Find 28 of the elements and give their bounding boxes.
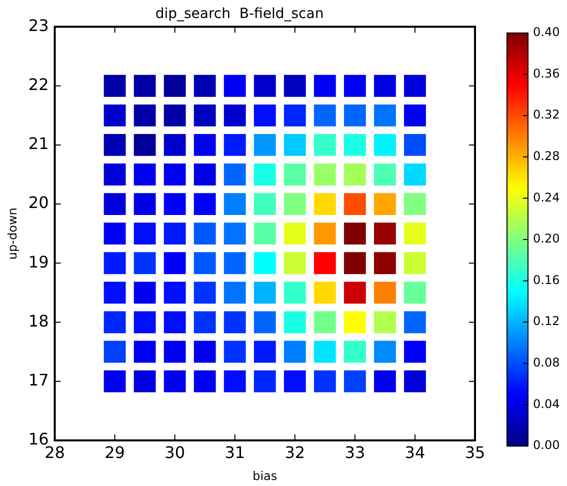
color-bar-label: 0.24 — [533, 190, 560, 204]
color-bar-label: 0.04 — [533, 396, 560, 411]
color-bar-label: 0.28 — [533, 149, 560, 164]
x-tick-label: 32 — [284, 443, 306, 462]
color-bar-label: 0.36 — [533, 66, 560, 80]
y-tick-label: 21 — [28, 134, 49, 154]
x-tick-label: 33 — [344, 443, 366, 462]
color-bar-label: 0.12 — [533, 314, 560, 328]
x-tick-label: 31 — [224, 443, 246, 462]
x-tick-label: 29 — [104, 443, 125, 462]
y-tick-label: 17 — [28, 370, 49, 390]
x-tick-label: 30 — [164, 443, 186, 462]
x-tick-label: 34 — [404, 443, 426, 462]
y-tick-label: 20 — [28, 193, 49, 212]
color-bar-label: 0.08 — [533, 356, 560, 370]
y-tick-label: 22 — [28, 75, 49, 94]
x-tick-label: 35 — [464, 443, 486, 462]
color-bar-label: 0.20 — [533, 232, 560, 246]
color-bar-label: 0.16 — [533, 272, 560, 287]
color-bar-label: 0.32 — [533, 108, 560, 122]
color-bar-label: 0.40 — [533, 25, 560, 40]
y-tick-label: 18 — [28, 311, 49, 330]
chart-title: dip_search B-field_scan — [155, 6, 324, 22]
color-bar-label: 0.00 — [533, 438, 560, 452]
y-tick-label: 23 — [28, 16, 49, 35]
x-axis-title: bias — [252, 468, 278, 483]
y-tick-label: 19 — [28, 252, 49, 272]
y-axis-title: up-down — [5, 208, 20, 260]
